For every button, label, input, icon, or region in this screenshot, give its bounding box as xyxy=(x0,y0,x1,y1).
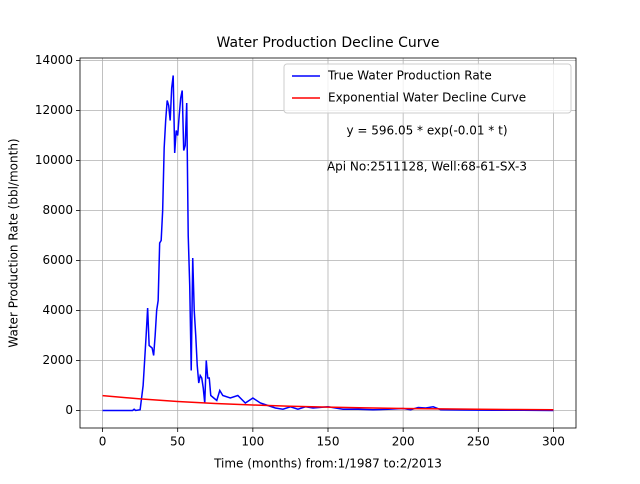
chart-title: Water Production Decline Curve xyxy=(217,35,440,51)
x-tick-label: 300 xyxy=(542,435,565,449)
legend-box xyxy=(283,63,572,114)
data-line xyxy=(102,75,554,412)
annotation: y = 596.05 * exp(-0.01 * t) xyxy=(346,124,507,138)
y-tick-label: 14000 xyxy=(35,53,73,67)
y-tick-label: 2000 xyxy=(42,353,73,367)
x-tick-label: 250 xyxy=(467,435,490,449)
y-tick-label: 4000 xyxy=(42,303,73,317)
data-line xyxy=(102,394,554,411)
legend-label: True Water Production Rate xyxy=(327,69,492,83)
x-tick-label: 200 xyxy=(392,435,415,449)
y-tick-label: 10000 xyxy=(35,153,73,167)
x-tick-label: 0 xyxy=(99,435,107,449)
y-tick-label: 6000 xyxy=(42,253,73,267)
y-tick-label: 8000 xyxy=(42,203,73,217)
plot-frame xyxy=(79,57,577,429)
y-axis-label: Water Production Rate (bbl/month) xyxy=(7,138,21,347)
x-axis-label: Time (months) from:1/1987 to:2/2013 xyxy=(213,457,442,471)
x-tick-label: 150 xyxy=(317,435,340,449)
annotation: Api No:2511128, Well:68-61-SX-3 xyxy=(327,160,527,174)
x-tick-label: 50 xyxy=(170,435,185,449)
y-tick-label: 12000 xyxy=(35,103,73,117)
y-tick-label: 0 xyxy=(65,403,73,417)
legend-label: Exponential Water Decline Curve xyxy=(328,91,526,105)
x-tick-label: 100 xyxy=(241,435,264,449)
